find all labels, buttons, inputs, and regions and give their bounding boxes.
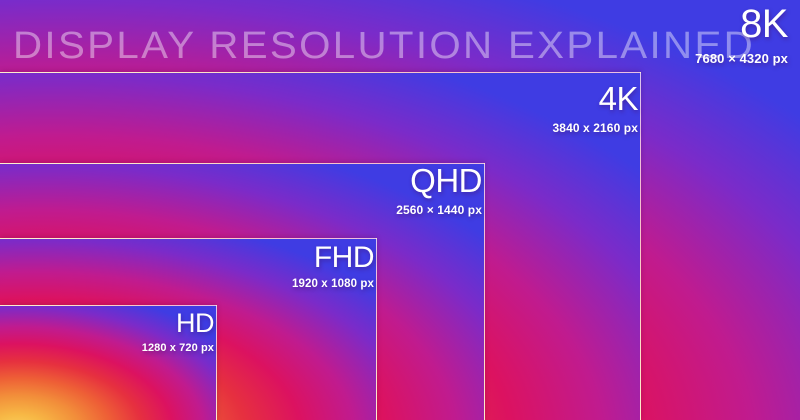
resolution-label-hd: HD 1280 x 720 px	[141, 308, 215, 354]
resolution-name-hd: HD	[176, 308, 215, 338]
resolution-dimensions-8k: 7680 × 4320 px	[695, 51, 788, 66]
resolution-label-8k: 8K 7680 × 4320 px	[695, 4, 788, 65]
resolution-name-fhd: FHD	[313, 241, 375, 274]
resolution-dimensions-hd: 1280 x 720 px	[141, 342, 214, 354]
resolution-name-4k: 4K	[598, 80, 639, 117]
resolution-name-8k: 8K	[740, 2, 788, 46]
resolution-label-fhd: FHD 1920 x 1080 px	[292, 243, 374, 291]
resolution-label-4k: 4K 3840 x 2160 px	[552, 80, 639, 135]
resolution-dimensions-4k: 3840 x 2160 px	[552, 121, 638, 135]
resolution-name-qhd: QHD	[410, 162, 482, 199]
resolution-pane-hd	[0, 305, 217, 420]
resolution-dimensions-fhd: 1920 x 1080 px	[292, 278, 374, 290]
resolution-dimensions-qhd: 2560 × 1440 px	[396, 203, 482, 217]
resolution-label-qhd: QHD 2560 × 1440 px	[396, 164, 482, 216]
